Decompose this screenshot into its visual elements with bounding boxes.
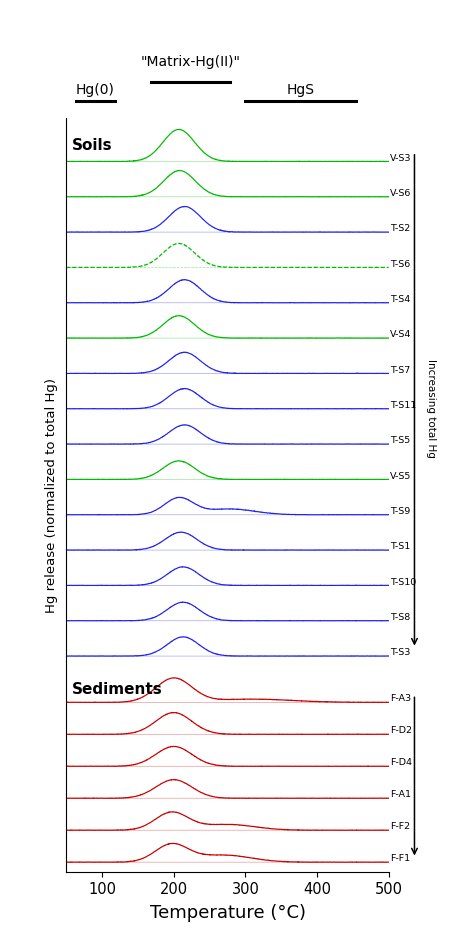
Text: HgS: HgS bbox=[287, 83, 315, 97]
Text: F-F2: F-F2 bbox=[390, 822, 410, 832]
Text: V-S6: V-S6 bbox=[390, 189, 411, 198]
Text: F-A1: F-A1 bbox=[390, 790, 411, 800]
Text: T-S11: T-S11 bbox=[390, 401, 416, 410]
Text: T-S2: T-S2 bbox=[390, 224, 410, 233]
Text: F-D2: F-D2 bbox=[390, 726, 412, 736]
Text: T-S8: T-S8 bbox=[390, 613, 410, 621]
X-axis label: Temperature (°C): Temperature (°C) bbox=[149, 904, 306, 922]
Text: T-S6: T-S6 bbox=[390, 259, 410, 269]
Text: T-S1: T-S1 bbox=[390, 542, 410, 552]
Text: F-A3: F-A3 bbox=[390, 694, 411, 703]
Text: T-S9: T-S9 bbox=[390, 507, 410, 516]
Text: F-F1: F-F1 bbox=[390, 854, 410, 863]
Text: T-S4: T-S4 bbox=[390, 295, 410, 304]
Text: T-S10: T-S10 bbox=[390, 577, 416, 587]
Text: V-S5: V-S5 bbox=[390, 472, 411, 481]
Text: V-S3: V-S3 bbox=[390, 154, 411, 162]
Text: Hg(0): Hg(0) bbox=[76, 83, 115, 97]
Text: V-S4: V-S4 bbox=[390, 330, 411, 339]
Text: T-S5: T-S5 bbox=[390, 437, 410, 445]
Text: "Matrix-Hg(II)": "Matrix-Hg(II)" bbox=[140, 55, 240, 69]
Text: Increasing total Hg: Increasing total Hg bbox=[426, 359, 436, 458]
Text: T-S7: T-S7 bbox=[390, 366, 410, 374]
Text: F-D4: F-D4 bbox=[390, 758, 412, 768]
Y-axis label: Hg release (normalized to total Hg): Hg release (normalized to total Hg) bbox=[45, 377, 58, 613]
Text: Soils: Soils bbox=[72, 139, 113, 154]
Text: Sediments: Sediments bbox=[72, 682, 163, 697]
Text: T-S3: T-S3 bbox=[390, 648, 410, 657]
